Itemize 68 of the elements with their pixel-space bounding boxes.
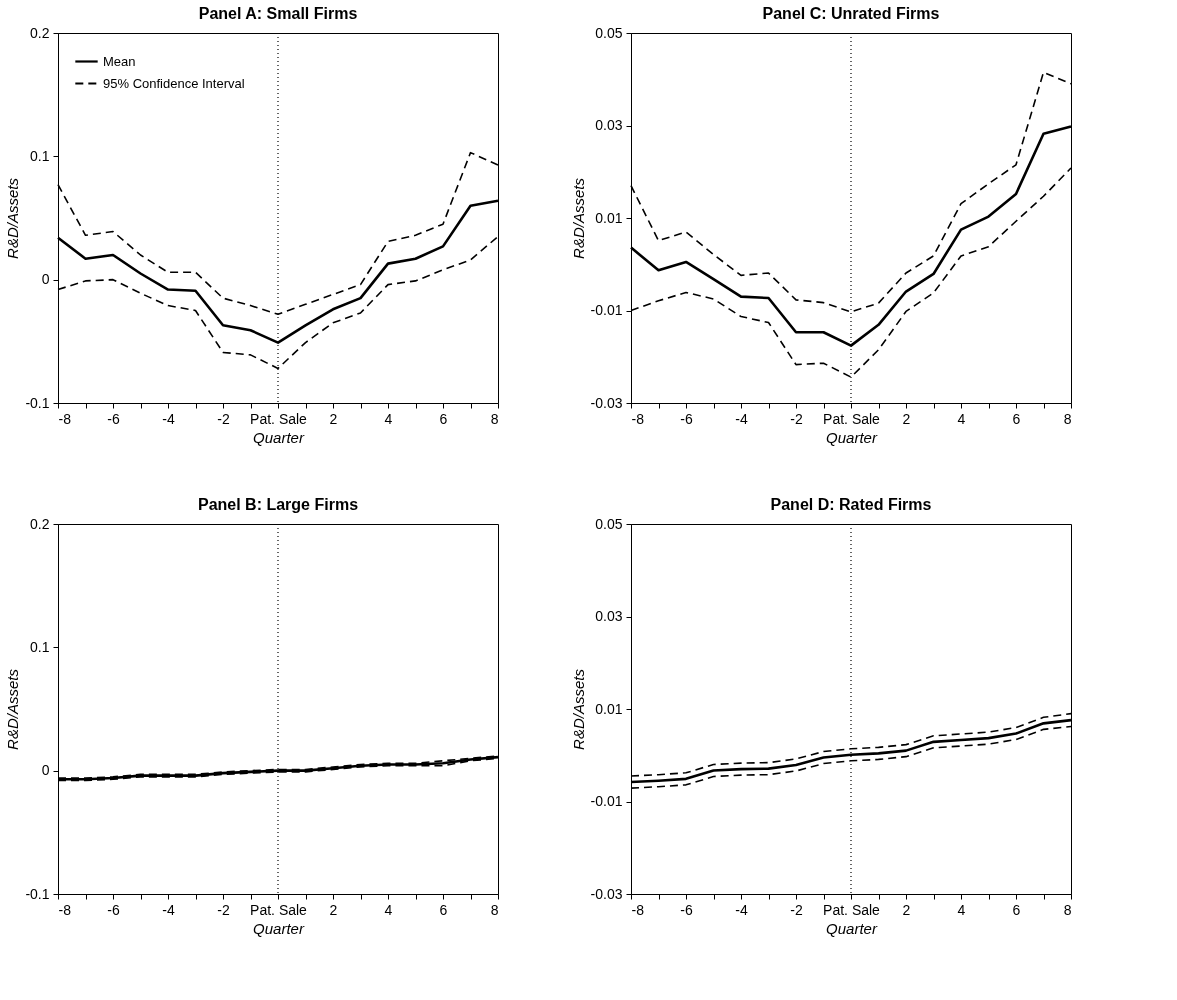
x-tick-label: 6: [439, 901, 448, 918]
y-tick-label: 0.01: [595, 209, 623, 226]
y-tick-label: 0.03: [595, 117, 623, 133]
y-tick-label: 0: [41, 762, 50, 779]
x-tick-label: Pat. Sale: [250, 901, 308, 918]
chart-title: Panel D: Rated Firms: [770, 496, 932, 513]
x-tick-label: -2: [790, 410, 803, 427]
y-tick-label: 0.2: [30, 24, 50, 41]
x-axis-title: Quarter: [253, 428, 305, 446]
legend-label: 95% Confidence Interval: [103, 75, 245, 91]
x-tick-label: 8: [1063, 901, 1072, 918]
x-tick-label: Pat. Sale: [823, 901, 881, 918]
y-axis-title: R&D/Assets: [569, 668, 587, 750]
y-tick-label: -0.01: [590, 793, 623, 809]
x-tick-label: 6: [439, 410, 448, 427]
x-tick-label: 6: [1012, 901, 1021, 918]
x-tick-label: -8: [631, 901, 645, 918]
x-tick-label: -6: [680, 410, 693, 427]
y-tick-label: 0.01: [595, 700, 623, 717]
x-tick-label: 2: [329, 410, 338, 427]
x-tick-label: 4: [384, 410, 393, 427]
chart-title: Panel B: Large Firms: [197, 496, 359, 513]
y-axis-title: R&D/Assets: [569, 177, 587, 259]
y-tick-label: 0.2: [30, 515, 50, 532]
x-tick-label: -6: [680, 901, 693, 918]
y-tick-label: -0.1: [25, 394, 50, 411]
x-tick-label: -4: [162, 410, 175, 427]
y-axis-title: R&D/Assets: [4, 668, 22, 750]
x-axis-title: Quarter: [826, 919, 878, 937]
x-tick-label: Pat. Sale: [823, 410, 881, 427]
x-tick-label: 6: [1012, 410, 1021, 427]
y-tick-label: 0: [41, 271, 50, 288]
x-tick-label: 2: [902, 901, 911, 918]
y-tick-label: -0.03: [590, 885, 623, 902]
legend-label: Mean: [103, 53, 136, 69]
x-tick-label: -2: [217, 901, 230, 918]
x-tick-label: -4: [162, 901, 175, 918]
x-tick-label: -2: [790, 901, 803, 918]
chart-title: Panel A: Small Firms: [198, 5, 358, 22]
x-tick-label: -6: [107, 901, 120, 918]
y-tick-label: -0.03: [590, 394, 623, 411]
x-tick-label: 8: [490, 410, 499, 427]
x-tick-label: -2: [217, 410, 230, 427]
x-tick-label: 4: [957, 410, 966, 427]
x-tick-label: -4: [735, 901, 748, 918]
x-tick-label: -8: [58, 901, 72, 918]
x-tick-label: Pat. Sale: [250, 410, 308, 427]
y-tick-label: -0.01: [590, 302, 623, 318]
x-tick-label: 2: [902, 410, 911, 427]
x-tick-label: 4: [384, 901, 393, 918]
chart-title: Panel C: Unrated Firms: [762, 5, 940, 22]
y-tick-label: 0.05: [595, 24, 623, 41]
y-tick-label: 0.05: [595, 515, 623, 532]
x-tick-label: 8: [490, 901, 499, 918]
x-tick-label: -4: [735, 410, 748, 427]
x-tick-label: -8: [58, 410, 72, 427]
x-tick-label: 4: [957, 901, 966, 918]
x-tick-label: -8: [631, 410, 645, 427]
x-tick-label: 8: [1063, 410, 1072, 427]
x-tick-label: 2: [329, 901, 338, 918]
x-axis-title: Quarter: [826, 428, 878, 446]
y-tick-label: 0.1: [30, 147, 50, 164]
y-tick-label: 0.1: [30, 638, 50, 655]
y-tick-label: -0.1: [25, 885, 50, 902]
x-axis-title: Quarter: [253, 919, 305, 937]
y-tick-label: 0.03: [595, 608, 623, 624]
x-tick-label: -6: [107, 410, 120, 427]
y-axis-title: R&D/Assets: [4, 177, 22, 259]
